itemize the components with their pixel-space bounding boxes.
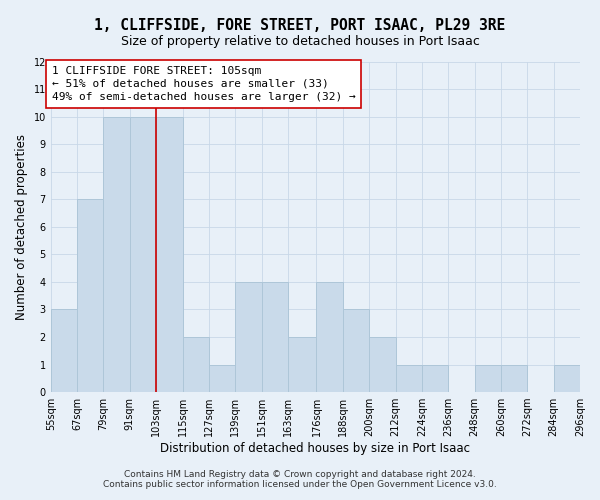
- Bar: [130, 116, 156, 392]
- Bar: [51, 310, 77, 392]
- Bar: [422, 364, 448, 392]
- Bar: [209, 364, 235, 392]
- Text: 1 CLIFFSIDE FORE STREET: 105sqm
← 51% of detached houses are smaller (33)
49% of: 1 CLIFFSIDE FORE STREET: 105sqm ← 51% of…: [52, 66, 356, 102]
- Bar: [316, 282, 343, 392]
- Bar: [262, 282, 288, 392]
- Bar: [77, 199, 103, 392]
- Bar: [395, 364, 422, 392]
- Bar: [501, 364, 527, 392]
- Text: Contains HM Land Registry data © Crown copyright and database right 2024.
Contai: Contains HM Land Registry data © Crown c…: [103, 470, 497, 489]
- Bar: [343, 310, 369, 392]
- Y-axis label: Number of detached properties: Number of detached properties: [15, 134, 28, 320]
- Bar: [554, 364, 580, 392]
- Bar: [369, 337, 395, 392]
- X-axis label: Distribution of detached houses by size in Port Isaac: Distribution of detached houses by size …: [160, 442, 470, 455]
- Bar: [235, 282, 262, 392]
- Bar: [288, 337, 316, 392]
- Bar: [156, 116, 182, 392]
- Bar: [103, 116, 130, 392]
- Bar: [182, 337, 209, 392]
- Text: Size of property relative to detached houses in Port Isaac: Size of property relative to detached ho…: [121, 35, 479, 48]
- Bar: [475, 364, 501, 392]
- Text: 1, CLIFFSIDE, FORE STREET, PORT ISAAC, PL29 3RE: 1, CLIFFSIDE, FORE STREET, PORT ISAAC, P…: [94, 18, 506, 32]
